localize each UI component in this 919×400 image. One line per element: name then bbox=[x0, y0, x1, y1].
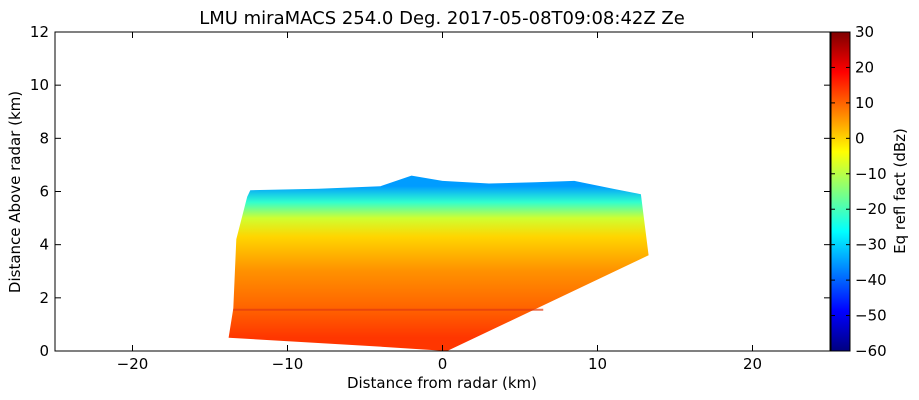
colorbar-tick-label: −30 bbox=[855, 236, 887, 254]
colorbar-tick-label: 10 bbox=[855, 94, 874, 112]
y-tick-label: 10 bbox=[30, 76, 49, 94]
x-tick-label: −20 bbox=[117, 355, 149, 373]
colorbar-tick-label: −40 bbox=[855, 271, 887, 289]
colorbar-tick-label: −10 bbox=[855, 165, 887, 183]
colorbar bbox=[830, 31, 851, 352]
y-tick-label: 0 bbox=[39, 342, 49, 360]
x-tick-label: 20 bbox=[743, 355, 762, 373]
colorbar-tick-label: 20 bbox=[855, 58, 874, 76]
colorbar-tick-label: 0 bbox=[855, 129, 865, 147]
y-axis-label: Distance Above radar (km) bbox=[6, 91, 24, 293]
y-tick-label: 8 bbox=[39, 129, 49, 147]
colorbar-label: Eq refl fact (dBz) bbox=[891, 128, 909, 254]
x-tick-label: −10 bbox=[272, 355, 304, 373]
y-tick-label: 6 bbox=[39, 183, 49, 201]
chart-title: LMU miraMACS 254.0 Deg. 2017-05-08T09:08… bbox=[199, 8, 685, 29]
x-axis: −20 −10 0 10 20 bbox=[117, 32, 762, 373]
colorbar-tick-label: −20 bbox=[855, 200, 887, 218]
x-axis-label: Distance from radar (km) bbox=[347, 374, 537, 392]
colorbar-tick-label: −50 bbox=[855, 307, 887, 325]
reflectivity-field bbox=[228, 175, 649, 351]
y-axis: 0 2 4 6 8 10 12 bbox=[30, 23, 830, 360]
y-tick-label: 4 bbox=[39, 236, 49, 254]
scan-area bbox=[228, 175, 649, 351]
y-tick-label: 12 bbox=[30, 23, 49, 41]
x-tick-label: 10 bbox=[588, 355, 607, 373]
colorbar-tick-label: 30 bbox=[855, 23, 874, 41]
colorbar-tick-label: −60 bbox=[855, 342, 887, 360]
y-tick-label: 2 bbox=[39, 289, 49, 307]
colorbar-axis: 30 20 10 0 −10 −20 −30 −40 −50 −60 bbox=[831, 23, 887, 360]
x-tick-label: 0 bbox=[438, 355, 448, 373]
